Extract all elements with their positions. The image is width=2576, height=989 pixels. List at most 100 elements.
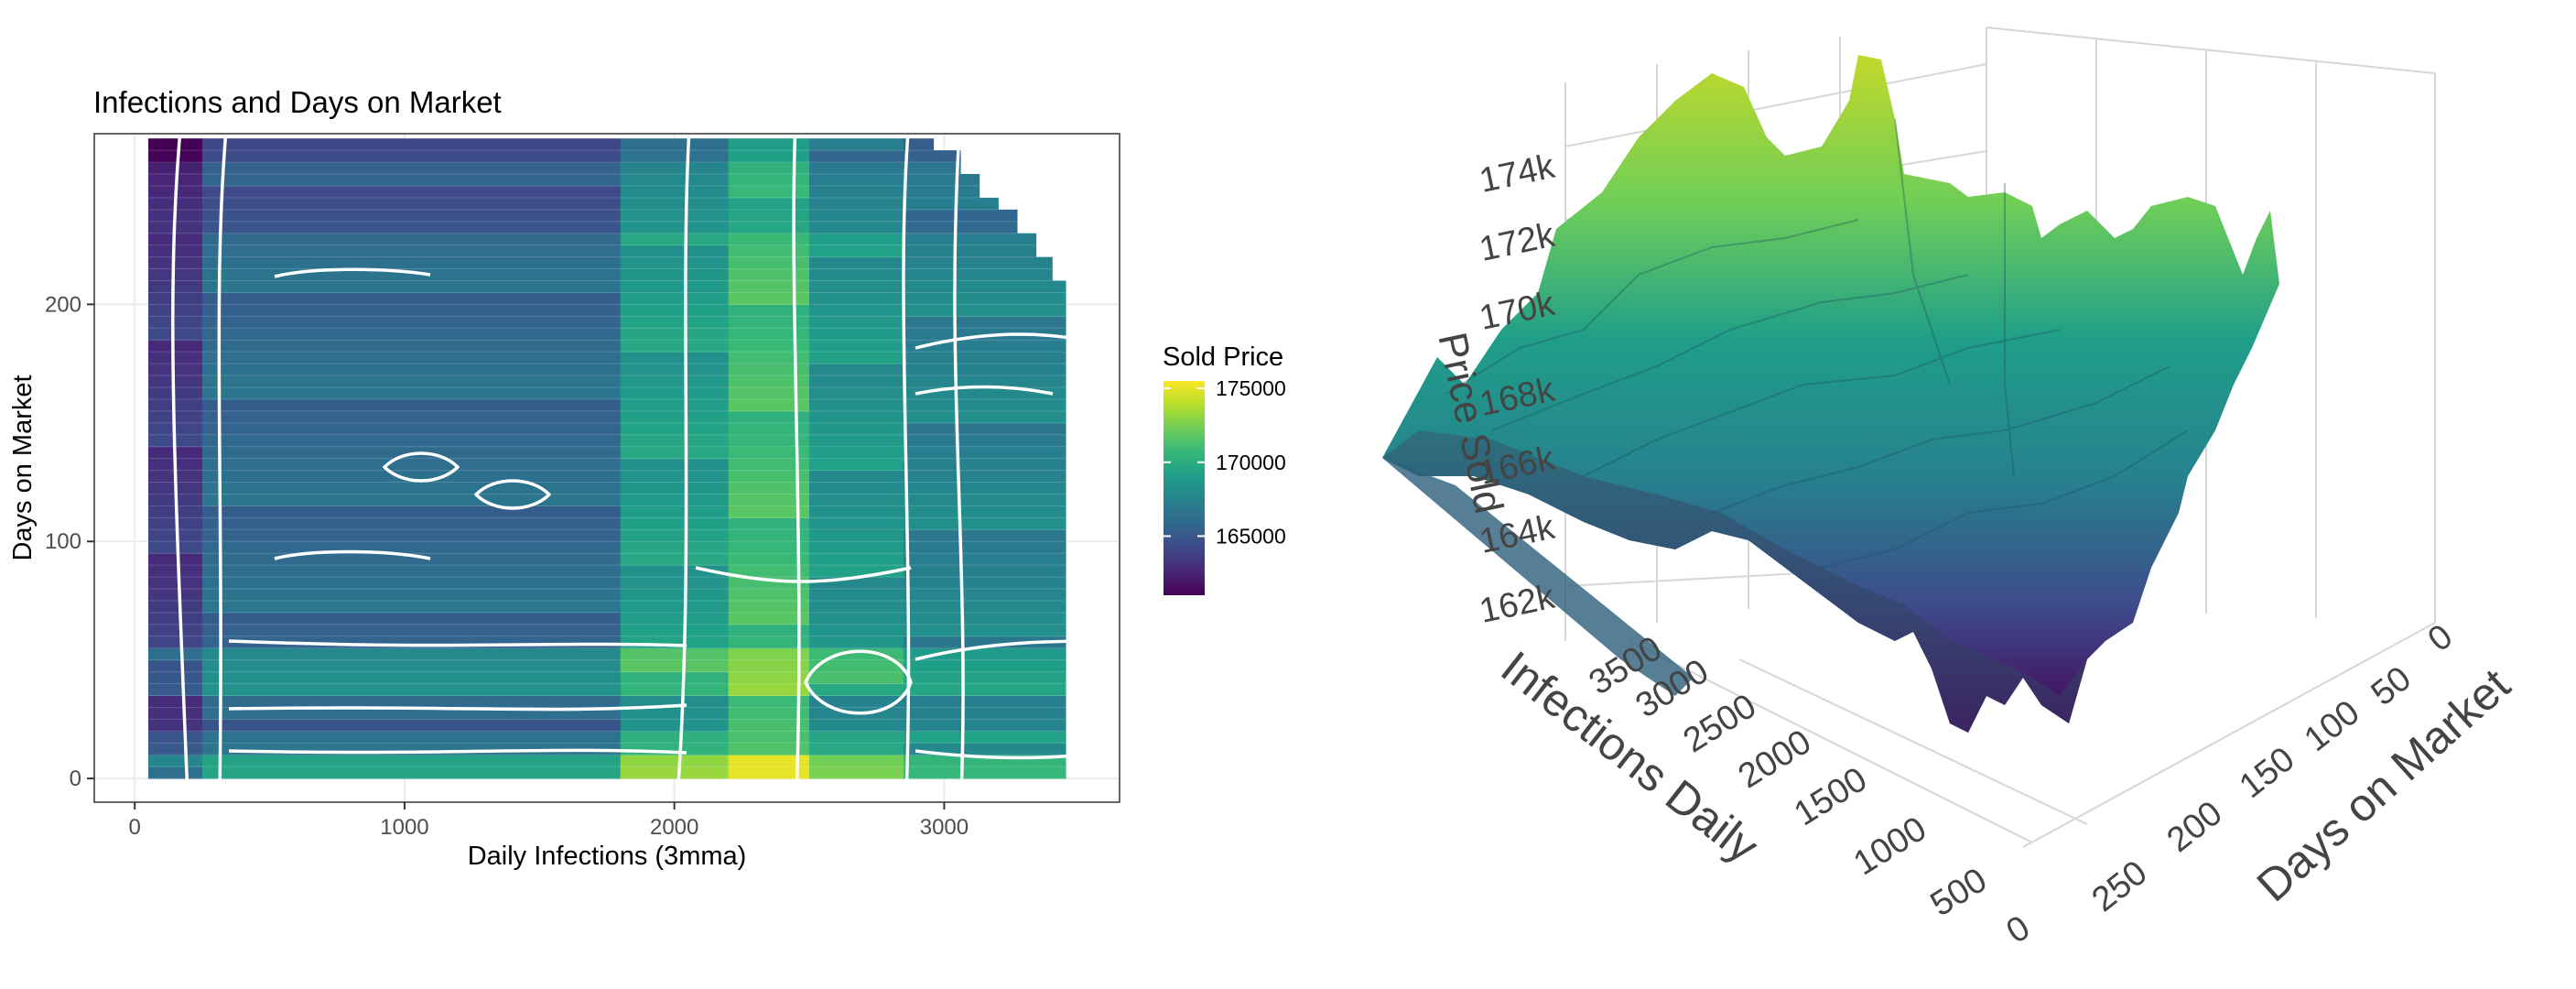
heatmap-tile <box>201 340 622 353</box>
contour-line <box>915 332 1118 350</box>
heatmap-tile <box>147 162 203 175</box>
heatmap-tiles <box>147 138 1066 779</box>
heatmap-tile <box>809 553 904 566</box>
heatmap-tile <box>904 659 1066 673</box>
heatmap-tile <box>201 589 622 602</box>
heatmap-tile <box>620 647 730 661</box>
svg-text:1000: 1000 <box>1847 810 1933 883</box>
legend-title: Sold Price <box>1163 342 1283 372</box>
heatmap-tile <box>728 458 810 472</box>
heatmap-tile <box>809 221 904 234</box>
heatmap-tile <box>728 375 810 388</box>
heatmap-tile <box>728 386 810 400</box>
heatmap-tile <box>809 245 904 258</box>
heatmap-tile <box>809 256 904 270</box>
heatmap-tile <box>620 398 730 412</box>
heatmap-tile <box>620 612 730 625</box>
heatmap-tile <box>904 458 1066 472</box>
heatmap-tile <box>201 197 622 211</box>
contour-line <box>474 479 551 510</box>
heatmap-tile <box>201 398 622 412</box>
heatmap-tile <box>809 304 904 317</box>
heatmap-tile <box>728 470 810 484</box>
legend-tick-label: 175000 <box>1216 376 1286 400</box>
chart-title: Infections and Days on Market <box>93 85 502 119</box>
heatmap-tile <box>809 268 904 281</box>
heatmap-tile <box>904 553 1066 566</box>
heatmap-tile <box>620 364 730 376</box>
y-axis: 0 100 200 <box>45 292 94 791</box>
contour-line <box>695 566 912 583</box>
y-tick-label: 0 <box>70 766 81 791</box>
contour-line <box>274 267 431 278</box>
heatmap-tile <box>201 292 622 305</box>
heatmap-tile <box>620 292 730 305</box>
legend-ticks: 165000 170000 175000 <box>1164 376 1286 548</box>
contour-line <box>953 100 965 798</box>
heatmap-tile <box>147 600 203 614</box>
heatmap-tile <box>809 766 904 779</box>
heatmap-tile <box>201 458 622 472</box>
heatmap-tile <box>809 719 904 732</box>
heatmap-tile <box>809 364 904 376</box>
heatmap-tile <box>620 589 730 602</box>
heatmap-tile <box>728 422 810 436</box>
heatmap-tile <box>809 328 904 341</box>
heatmap-tile <box>809 446 904 460</box>
contour-line <box>915 749 1118 760</box>
surface-panel: Price Sold 162k 164k 166k 168k 170k 172k… <box>1309 0 2576 989</box>
heatmap-tile <box>147 671 203 685</box>
heatmap-tile <box>201 138 622 151</box>
heatmap-chart: Infections and Days on Market 0 1000 2000 3… <box>8 85 1286 871</box>
heatmap-tile <box>620 316 730 329</box>
heatmap-tile <box>728 624 810 637</box>
heatmap-tile <box>147 541 203 554</box>
heatmap-tile <box>728 398 810 412</box>
heatmap-tile <box>809 316 904 329</box>
heatmap-tile <box>809 340 904 353</box>
heatmap-tile <box>147 695 203 708</box>
heatmap-tile <box>904 743 1066 755</box>
heatmap-tile <box>620 410 730 424</box>
heatmap-tile <box>809 505 904 518</box>
heatmap-tile <box>620 268 730 281</box>
heatmap-tile <box>147 707 203 720</box>
heatmap-tile <box>809 695 904 708</box>
svg-text:200: 200 <box>2160 794 2230 860</box>
heatmap-tile <box>201 410 622 424</box>
heatmap-tile <box>201 304 622 317</box>
heatmap-tile <box>904 541 1066 554</box>
heatmap-tile <box>201 375 622 388</box>
heatmap-tile <box>620 529 730 542</box>
heatmap-tile <box>728 256 810 270</box>
heatmap-tile <box>620 422 730 436</box>
heatmap-tile <box>620 150 730 163</box>
heatmap-tile <box>728 517 810 530</box>
heatmap-tile <box>904 577 1066 590</box>
heatmap-tile <box>728 553 810 566</box>
heatmap-tile <box>620 671 730 685</box>
heatmap-tile <box>201 517 622 530</box>
heatmap-tile <box>620 517 730 530</box>
heatmap-tile <box>728 659 810 673</box>
heatmap-tile <box>809 612 904 625</box>
heatmap-tile <box>620 577 730 590</box>
heatmap-tile <box>201 659 622 673</box>
heatmap-tile <box>201 150 622 163</box>
heatmap-tile <box>728 755 810 767</box>
heatmap-tile <box>809 209 904 223</box>
heatmap-tile <box>201 280 622 293</box>
heatmap-tile <box>809 280 904 293</box>
heatmap-tile <box>809 422 904 436</box>
heatmap-tile <box>728 695 810 708</box>
heatmap-tile <box>147 256 203 270</box>
heatmap-tile <box>904 304 1066 317</box>
heatmap-tile <box>147 517 203 530</box>
heatmap-tile <box>904 565 1066 578</box>
heatmap-tile <box>620 600 730 614</box>
svg-text:162k: 162k <box>1477 578 1559 631</box>
svg-text:0: 0 <box>2421 617 2461 659</box>
heatmap-tile <box>201 422 622 436</box>
heatmap-tile <box>147 589 203 602</box>
heatmap-tile <box>728 233 810 246</box>
